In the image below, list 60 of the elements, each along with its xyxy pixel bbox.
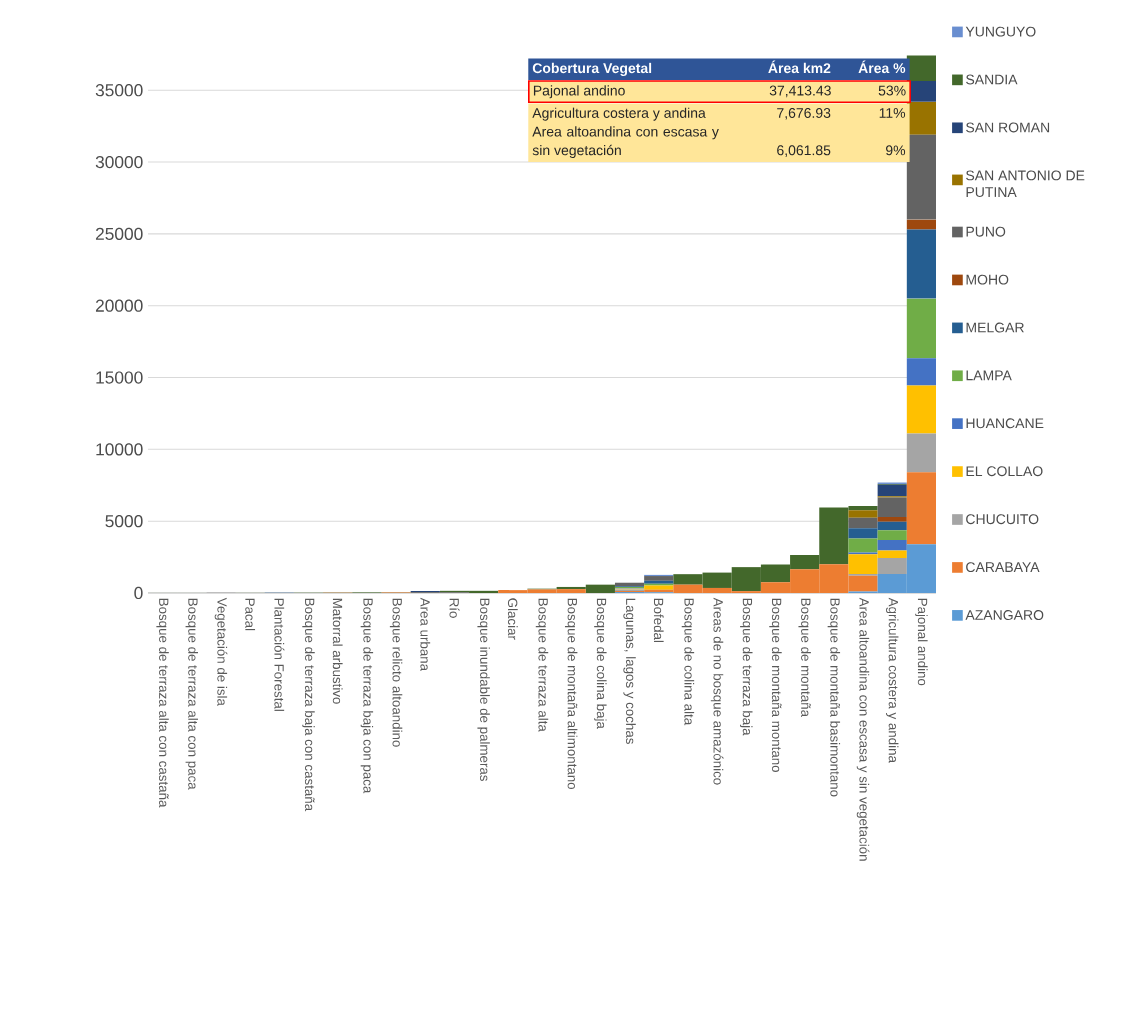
annotation: Pajonal andino bbox=[533, 85, 625, 99]
x-tick-label: Bosque de colina baja bbox=[594, 598, 607, 729]
annotation: Area altoandina con escasa y sin vegetación bbox=[532, 126, 719, 159]
x-tick-label: Agricultura costera y andina bbox=[886, 597, 899, 763]
legend-label: MOHO bbox=[966, 274, 1009, 285]
legend-label: SANDIA bbox=[966, 74, 1018, 85]
x-tick-label: Río bbox=[449, 598, 460, 618]
x-tick-label: Bosque de terraza alta con paca bbox=[185, 598, 198, 790]
legend-label: LAMPA bbox=[966, 370, 1012, 381]
x-tick-label: Bosque de colina alta bbox=[681, 598, 695, 726]
legend-label: AZANGARO bbox=[965, 610, 1044, 620]
x-tick-label: Bosque de montaña basimontano bbox=[827, 598, 841, 797]
x-tick-label: Bosque de montaña altimontano bbox=[564, 598, 578, 790]
legend-label: CHUCUITO bbox=[966, 514, 1039, 525]
annotation: Área % bbox=[858, 60, 906, 74]
x-tick-label: Bosque de terraza baja bbox=[740, 598, 753, 736]
y-tick-label: 5000 bbox=[105, 515, 143, 528]
x-tick-label: Bosque de terraza alta con castaña bbox=[156, 598, 169, 808]
legend-label: YUNGUYO bbox=[965, 26, 1036, 37]
annotation: Área km2 bbox=[768, 60, 831, 74]
x-tick-label: Bofedal bbox=[653, 598, 664, 643]
x-tick-label: Area altoandina con escasa y sin vegetación bbox=[856, 597, 870, 861]
y-tick-label: 10000 bbox=[96, 443, 143, 456]
annotation: 37,413.43 bbox=[769, 85, 831, 98]
y-tick-label: 0 bbox=[134, 586, 143, 600]
x-tick-label: Bosque de terraza baja con paca bbox=[360, 598, 374, 794]
x-tick-label: Glaciar bbox=[507, 598, 518, 640]
annotation: 9% bbox=[886, 145, 906, 156]
y-tick-label: 30000 bbox=[95, 155, 143, 169]
legend-label: EL COLLAO bbox=[966, 466, 1043, 477]
legend-label: SAN ROMAN bbox=[966, 122, 1050, 133]
y-tick-label: 15000 bbox=[96, 371, 143, 384]
annotation: 7,676.93 bbox=[777, 108, 831, 120]
legend-label: MELGAR bbox=[966, 322, 1024, 333]
legend-label: PUNO bbox=[966, 226, 1006, 237]
x-tick-label: Bosque de montaña montano bbox=[769, 598, 782, 773]
x-tick-label: Matorral arbustivo bbox=[332, 598, 343, 704]
annotation: 11% bbox=[879, 108, 906, 118]
x-tick-label: Plantación Forestal bbox=[274, 598, 285, 711]
x-tick-label: Lagunas, lagos y cochas bbox=[623, 598, 636, 744]
x-tick-label: Pacal bbox=[245, 598, 256, 631]
annotation: 6,061.85 bbox=[777, 145, 831, 157]
legend-label: SAN ANTONIO DE PUTINA bbox=[966, 170, 1085, 198]
y-tick-label: 25000 bbox=[95, 227, 143, 241]
annotation: Cobertura Vegetal bbox=[532, 62, 652, 76]
y-tick-label: 35000 bbox=[95, 84, 143, 97]
x-tick-label: Bosque inundable de palmeras bbox=[477, 598, 490, 781]
annotation: 53% bbox=[878, 85, 906, 96]
x-tick-label: Pajonal andino bbox=[915, 598, 928, 686]
x-tick-label: Areas de no bosque amazónico bbox=[710, 597, 724, 785]
x-tick-label: Vegetación de isla bbox=[214, 597, 228, 706]
y-tick-label: 20000 bbox=[95, 299, 143, 312]
x-tick-label: Bosque de terraza baja con castaña bbox=[302, 598, 315, 812]
legend-label: HUANCANE bbox=[966, 418, 1044, 429]
x-tick-label: Bosque de montaña bbox=[798, 598, 811, 718]
legend-label: CARABAYA bbox=[966, 562, 1040, 573]
x-tick-label: Bosque relicto altoandino bbox=[389, 598, 403, 747]
x-tick-label: Bosque de terraza alta bbox=[535, 598, 549, 732]
annotation: Agricultura costera y andina bbox=[532, 107, 706, 121]
x-tick-label: Area urbana bbox=[420, 597, 431, 672]
